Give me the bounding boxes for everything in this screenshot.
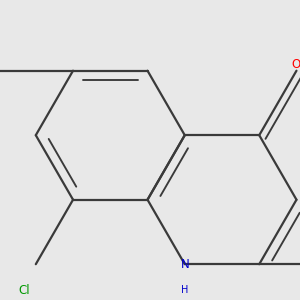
Text: N: N [180,258,189,271]
Text: Cl: Cl [19,284,30,297]
Text: H: H [181,285,188,295]
Text: O: O [292,58,300,71]
